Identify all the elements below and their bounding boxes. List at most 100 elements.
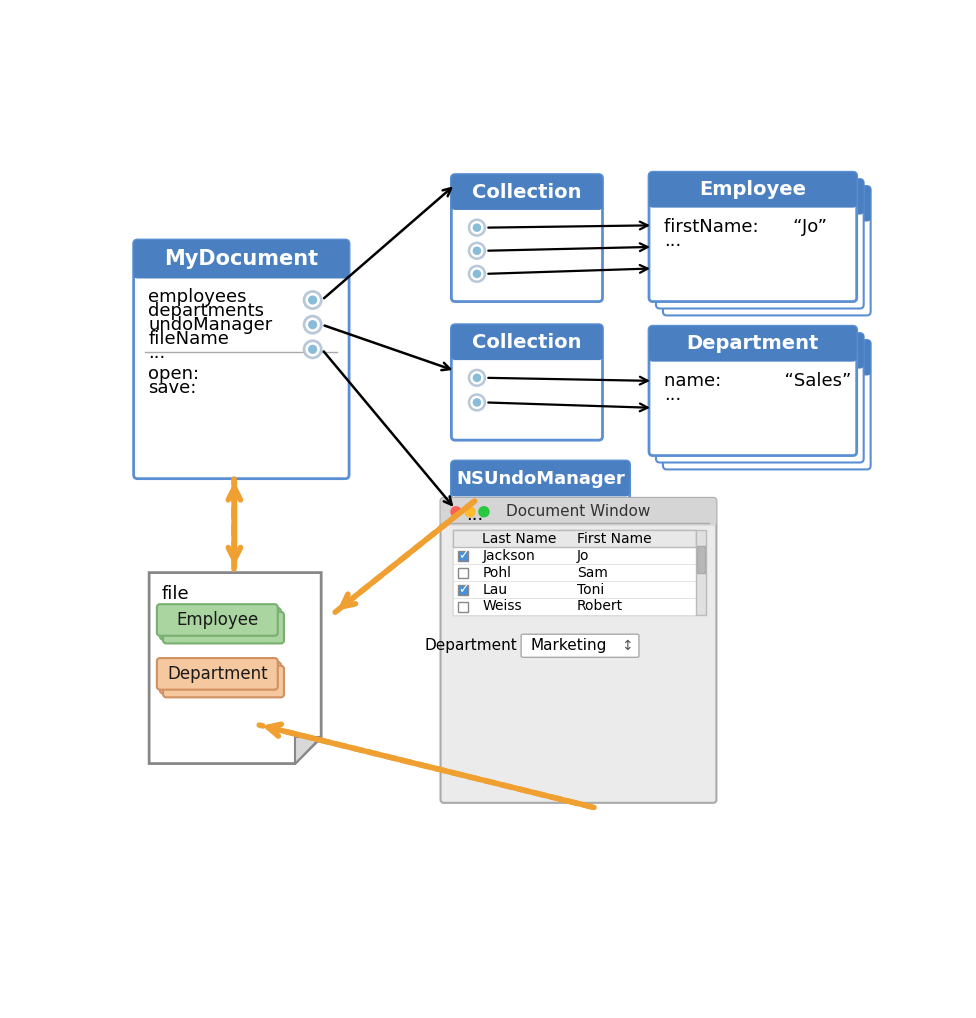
- FancyBboxPatch shape: [451, 174, 602, 301]
- Bar: [661, 183, 859, 211]
- Bar: [453, 530, 696, 548]
- FancyBboxPatch shape: [451, 461, 630, 557]
- Circle shape: [308, 321, 316, 329]
- Circle shape: [471, 397, 483, 408]
- Text: departments: departments: [148, 302, 264, 321]
- Circle shape: [468, 219, 485, 236]
- Bar: [453, 598, 696, 615]
- Text: ...: ...: [467, 506, 483, 524]
- Text: Employee: Employee: [700, 180, 806, 200]
- Text: Jo: Jo: [577, 549, 590, 563]
- Bar: [459, 602, 468, 612]
- FancyBboxPatch shape: [160, 608, 281, 639]
- Text: Marketing: Marketing: [530, 638, 607, 654]
- Bar: [456, 178, 598, 206]
- Circle shape: [479, 507, 489, 517]
- Text: fileName: fileName: [148, 330, 229, 348]
- FancyBboxPatch shape: [157, 604, 278, 636]
- FancyBboxPatch shape: [451, 461, 630, 497]
- Text: firstName:      “Jo”: firstName: “Jo”: [664, 218, 827, 235]
- FancyBboxPatch shape: [649, 172, 857, 208]
- Text: ✓: ✓: [458, 583, 468, 597]
- FancyBboxPatch shape: [663, 186, 871, 316]
- Text: MyDocument: MyDocument: [164, 249, 318, 269]
- FancyBboxPatch shape: [440, 498, 716, 525]
- Text: Weiss: Weiss: [482, 600, 522, 614]
- Text: Employee: Employee: [177, 611, 259, 629]
- Circle shape: [473, 247, 480, 254]
- FancyBboxPatch shape: [649, 326, 857, 456]
- Text: employees: employees: [148, 288, 247, 306]
- Text: name:           “Sales”: name: “Sales”: [664, 372, 851, 390]
- Text: Toni: Toni: [577, 582, 604, 597]
- Bar: [697, 546, 705, 572]
- FancyBboxPatch shape: [656, 333, 864, 369]
- Text: Pohl: Pohl: [482, 566, 511, 579]
- Circle shape: [468, 266, 485, 282]
- FancyBboxPatch shape: [163, 612, 284, 643]
- Bar: [668, 344, 866, 372]
- Bar: [139, 244, 345, 275]
- Circle shape: [451, 507, 461, 517]
- Text: Sam: Sam: [577, 566, 608, 579]
- Circle shape: [471, 222, 483, 233]
- Text: ...: ...: [148, 344, 166, 362]
- FancyBboxPatch shape: [656, 333, 864, 462]
- Circle shape: [306, 319, 319, 331]
- Text: Collection: Collection: [472, 333, 582, 352]
- Bar: [668, 190, 866, 218]
- FancyBboxPatch shape: [160, 662, 281, 693]
- Text: Department: Department: [425, 638, 517, 654]
- FancyBboxPatch shape: [649, 172, 857, 301]
- Bar: [444, 512, 712, 522]
- Bar: [453, 581, 696, 598]
- Circle shape: [471, 244, 483, 257]
- Text: Department: Department: [167, 665, 267, 683]
- FancyBboxPatch shape: [451, 325, 602, 440]
- Bar: [453, 564, 696, 581]
- Circle shape: [306, 293, 319, 306]
- Bar: [459, 585, 468, 595]
- Text: file: file: [161, 585, 189, 603]
- FancyBboxPatch shape: [134, 240, 349, 478]
- FancyBboxPatch shape: [440, 498, 716, 803]
- Circle shape: [468, 242, 485, 260]
- Bar: [661, 337, 859, 364]
- Bar: [654, 176, 852, 204]
- FancyBboxPatch shape: [134, 240, 349, 279]
- Text: Department: Department: [687, 335, 819, 353]
- Text: Jackson: Jackson: [482, 549, 535, 563]
- Text: undoManager: undoManager: [148, 317, 272, 334]
- Text: save:: save:: [148, 380, 197, 397]
- Circle shape: [473, 399, 480, 406]
- Circle shape: [471, 372, 483, 384]
- FancyBboxPatch shape: [663, 340, 871, 469]
- Bar: [459, 568, 468, 578]
- Circle shape: [465, 507, 475, 517]
- Text: First Name: First Name: [577, 531, 652, 546]
- Circle shape: [473, 375, 480, 382]
- Polygon shape: [295, 737, 321, 764]
- FancyBboxPatch shape: [663, 340, 871, 376]
- Text: ...: ...: [664, 386, 681, 403]
- Polygon shape: [149, 572, 321, 764]
- FancyBboxPatch shape: [656, 179, 864, 308]
- Text: ✓: ✓: [458, 550, 468, 563]
- Bar: [654, 330, 852, 357]
- FancyBboxPatch shape: [649, 326, 857, 361]
- Circle shape: [473, 271, 480, 278]
- Text: NSUndoManager: NSUndoManager: [456, 469, 625, 488]
- Text: ↕: ↕: [621, 638, 632, 653]
- Circle shape: [308, 345, 316, 353]
- FancyBboxPatch shape: [521, 634, 639, 658]
- FancyBboxPatch shape: [663, 186, 871, 222]
- Circle shape: [468, 370, 485, 386]
- Circle shape: [468, 394, 485, 411]
- Circle shape: [471, 268, 483, 280]
- Circle shape: [308, 296, 316, 304]
- Circle shape: [304, 291, 322, 309]
- Circle shape: [304, 340, 322, 358]
- Text: open:: open:: [148, 365, 199, 384]
- Bar: [453, 530, 696, 615]
- Circle shape: [473, 224, 480, 231]
